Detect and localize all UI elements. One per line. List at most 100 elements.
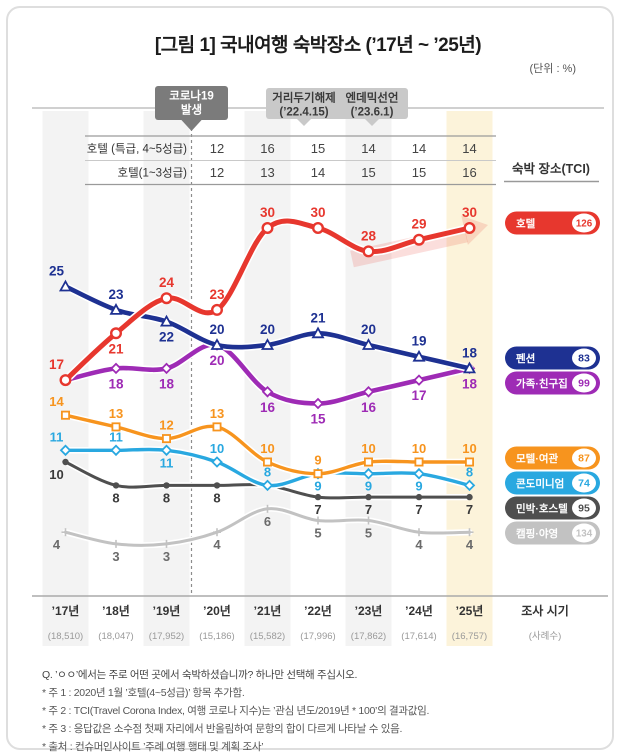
legend-tci-value: 134 <box>576 529 593 540</box>
chart-card: [그림 1] 국내여행 숙박장소 (’17년 ~ ’25년) (단위 : %) … <box>6 6 614 753</box>
annotation-text: (’23.6.1) <box>351 107 394 119</box>
value-label: 17 <box>411 388 426 403</box>
data-point-marker <box>62 458 69 466</box>
data-point-marker <box>263 504 272 513</box>
footnotes: Q. ’ㅇㅇ’에서는 주로 어떤 곳에서 숙박하셨습니까? 하나만 선택해 주십… <box>42 666 602 756</box>
data-point-marker <box>110 362 122 375</box>
value-label: 10 <box>412 441 426 456</box>
legend-tci-value: 74 <box>578 478 590 490</box>
data-point-marker <box>463 221 476 234</box>
value-label: 20 <box>260 322 275 337</box>
value-label: 30 <box>260 205 275 220</box>
value-label: 7 <box>415 502 422 517</box>
value-label: 9 <box>314 479 321 494</box>
value-label: 19 <box>411 334 426 349</box>
data-point-marker <box>463 479 476 492</box>
table-cell: 14 <box>412 141 426 156</box>
legend-label: 모텔·여관 <box>516 452 558 465</box>
x-axis-year-label: ’19년 <box>153 604 181 618</box>
data-point-marker <box>312 221 325 234</box>
legend-pill-1: 펜션 83 <box>505 346 600 370</box>
legend-label: 가족·친구집 <box>516 377 568 390</box>
table-cell: 15 <box>311 141 325 156</box>
value-label: 11 <box>109 429 123 444</box>
table-cell: 16 <box>462 165 476 180</box>
footnote-4: * 출처 : 컨슈머인사이트 ’주례 여행 행태 및 계획 조사’ <box>42 741 264 753</box>
value-label: 22 <box>159 330 174 345</box>
legend-label: 호텔 <box>516 217 536 230</box>
value-label: 8 <box>112 490 119 505</box>
value-label: 25 <box>49 264 65 279</box>
data-point-marker <box>362 386 375 398</box>
data-point-marker <box>413 374 425 386</box>
value-label: 9 <box>365 479 372 494</box>
value-label: 7 <box>466 502 473 517</box>
data-point-marker <box>262 457 272 467</box>
unit-label: (단위 : %) <box>529 63 576 75</box>
column-stripe <box>143 111 190 646</box>
data-point-marker <box>162 539 171 548</box>
value-label: 10 <box>462 441 476 456</box>
value-label: 16 <box>260 400 276 415</box>
data-point-marker <box>361 338 376 350</box>
value-label: 24 <box>159 275 175 290</box>
legend-pill-6: 캠핑·야영 134 <box>505 521 600 545</box>
value-label: 11 <box>50 429 64 444</box>
value-label: 16 <box>361 400 377 415</box>
data-point-marker <box>112 539 120 548</box>
value-label: 10 <box>49 467 63 482</box>
value-label: 5 <box>314 526 321 541</box>
x-axis-year-label: ’17년 <box>52 604 80 618</box>
table-cell: 14 <box>462 141 476 156</box>
value-label: 14 <box>49 394 64 409</box>
data-point-marker <box>260 338 275 350</box>
data-point-marker <box>413 233 426 246</box>
value-label: 10 <box>260 441 274 456</box>
value-label: 29 <box>411 217 426 232</box>
column-stripe <box>345 111 392 646</box>
value-label: 4 <box>466 537 474 552</box>
data-point-marker <box>362 245 375 258</box>
legend-pill-5: 민박·호스텔 95 <box>505 496 600 520</box>
value-label: 4 <box>415 537 423 552</box>
table-cell: 14 <box>361 141 375 156</box>
data-point-marker <box>365 493 372 501</box>
footnote-1: * 주 1 : 2020년 1월 ’호텔(4~5성급)’ 항목 추가함. <box>42 687 245 699</box>
legend-tci-value: 99 <box>578 378 590 390</box>
data-point-marker <box>159 314 174 327</box>
value-label: 4 <box>53 537 61 552</box>
value-label: 8 <box>264 464 271 479</box>
x-axis-sample-size: (18,510) <box>48 631 83 642</box>
legend-pill-4: 콘도미니엄 74 <box>505 471 600 495</box>
value-label: 11 <box>160 455 174 470</box>
data-point-marker <box>212 422 222 432</box>
data-point-marker <box>313 469 323 479</box>
data-point-marker <box>464 457 474 467</box>
legend-label: 캠핑·야영 <box>516 527 558 540</box>
annotation-text: (’22.4.15) <box>279 107 328 119</box>
value-label: 10 <box>361 441 375 456</box>
data-point-marker <box>61 410 71 420</box>
value-label: 23 <box>108 287 124 302</box>
table-cell: 16 <box>260 141 274 156</box>
data-point-marker <box>163 482 170 489</box>
value-label: 6 <box>264 514 271 529</box>
x-axis-sample-size: (15,582) <box>250 631 285 642</box>
page-title: [그림 1] 국내여행 숙박장소 (’17년 ~ ’25년) <box>154 35 482 56</box>
data-point-marker <box>364 516 373 525</box>
data-point-marker <box>261 221 274 234</box>
value-label: 30 <box>310 205 325 220</box>
data-point-marker <box>59 374 72 387</box>
x-axis-sample-size: (17,952) <box>149 631 184 642</box>
x-axis-sample-size: (15,186) <box>199 631 234 642</box>
data-point-marker <box>261 386 274 398</box>
data-point-marker <box>110 444 122 457</box>
data-point-marker <box>112 482 120 489</box>
value-label: 4 <box>213 537 221 552</box>
x-axis-year-label: ’21년 <box>254 604 282 618</box>
value-label: 13 <box>109 406 123 421</box>
data-point-marker <box>61 528 70 537</box>
data-point-marker <box>465 528 474 537</box>
data-point-marker <box>59 444 72 457</box>
